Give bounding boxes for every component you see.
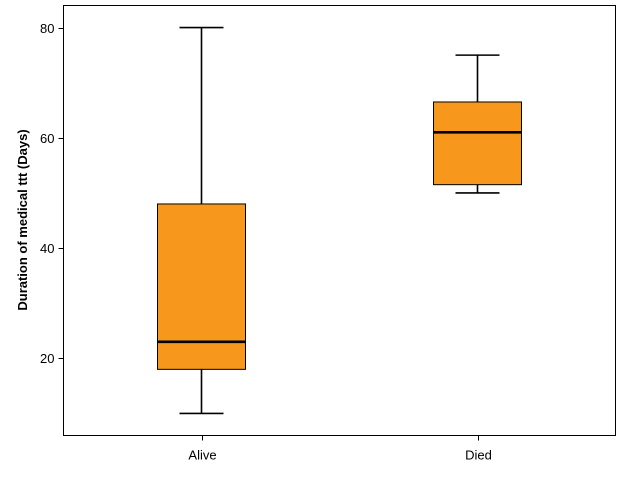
x-tick-label-alive: Alive — [188, 448, 216, 463]
y-tick-label-60: 60 — [40, 131, 54, 146]
y-axis-title: Duration of medical ttt (Days) — [15, 129, 30, 310]
box-iqr-alive — [157, 203, 246, 370]
box-iqr-died — [433, 101, 522, 186]
plot-frame — [63, 5, 616, 436]
box-series — [157, 26, 522, 415]
y-tick-label-40: 40 — [40, 241, 54, 256]
x-tick-label-died: Died — [465, 448, 492, 463]
y-tick-label-20: 20 — [40, 351, 54, 366]
y-axis: 20 40 60 80 — [40, 21, 64, 366]
x-axis: Alive Died — [188, 435, 492, 463]
y-tick-label-80: 80 — [40, 21, 54, 36]
